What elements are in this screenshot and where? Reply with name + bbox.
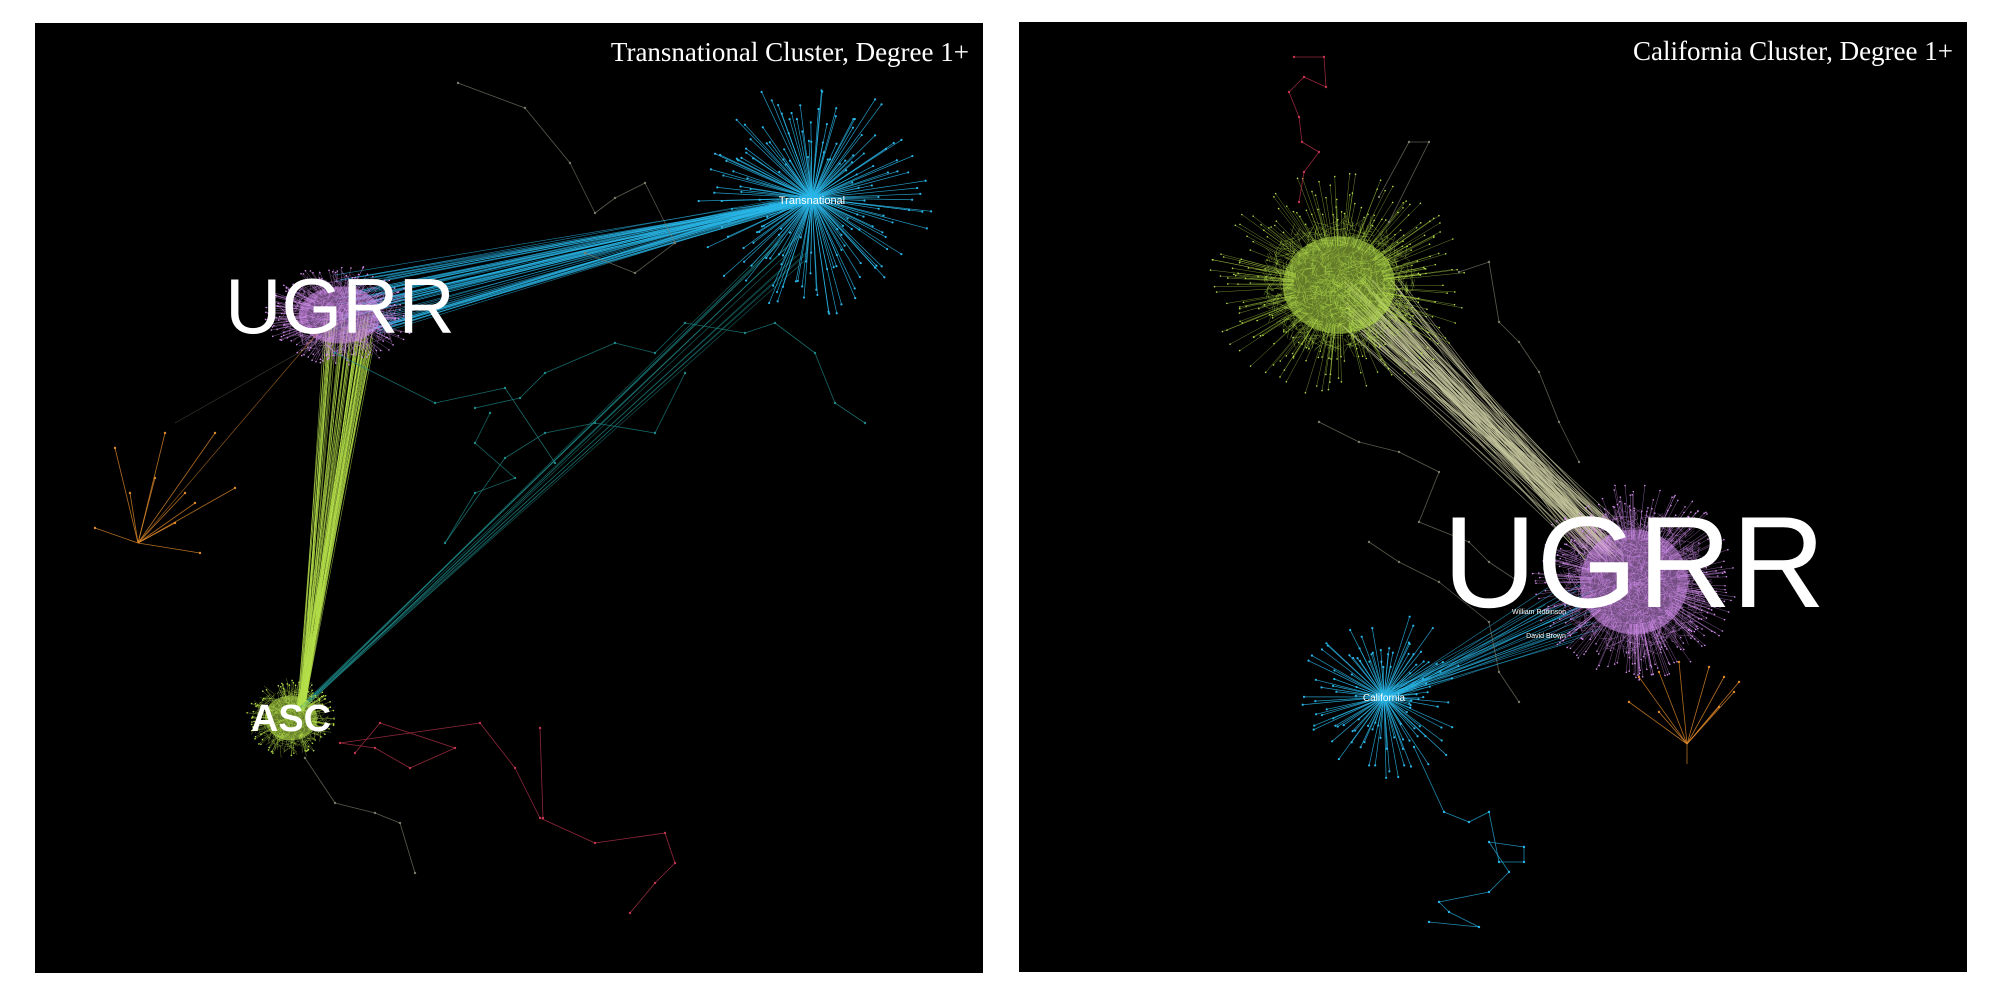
teal-path-network-2 (443, 371, 687, 545)
asc-transnational-edges (297, 233, 807, 711)
ugrr-hub-cluster (1531, 484, 1736, 681)
california-network-graph: UGRR California William Robinson David Brow… (1209, 55, 1826, 929)
ugrr-asc-edges (296, 310, 375, 712)
red-path-network (338, 721, 677, 915)
transnational-network-panel: UGRR Transnational ASC Transnational Clust… (35, 23, 983, 973)
ugrr-hub-cluster (264, 266, 411, 366)
red-path-network (1287, 55, 1328, 204)
asc-hub-label: ASC (251, 698, 331, 740)
california-network-panel: UGRR California William Robinson David Brow… (1019, 22, 1967, 972)
gray-mid-path-3 (1367, 540, 1521, 704)
orange-side-cluster (1627, 660, 1741, 764)
transnational-hub-cluster (697, 89, 933, 315)
asc-hub-cluster (246, 678, 336, 758)
ugrr-hub-label: UGRR (1443, 489, 1826, 635)
gray-mid-path-1 (1457, 260, 1581, 464)
blue-path-network (1412, 745, 1526, 929)
david-brown-label: David Brown (1526, 633, 1566, 640)
william-robinson-label: William Robinson (1512, 609, 1566, 616)
gray-mid-path-2 (1317, 420, 1521, 584)
gray-top-path (1377, 140, 1431, 224)
ugrr-transnational-edges (329, 193, 817, 334)
gray-lower-path (303, 756, 417, 875)
orange-side-cluster (93, 329, 331, 555)
transnational-panel-title: Transnational Cluster, Degree 1+ (610, 37, 969, 67)
california-hub-label: California (1363, 693, 1406, 704)
ugrr-hub-label: UGRR (225, 262, 455, 350)
transnational-hub-label: Transnational (779, 195, 845, 207)
teal-path-network-1 (473, 321, 867, 425)
california-panel-title: California Cluster, Degree 1+ (1632, 36, 1953, 66)
transnational-network-graph: UGRR Transnational ASC (93, 81, 933, 915)
california-hub-cluster (1301, 615, 1460, 779)
teal-path-network-3 (333, 351, 557, 465)
gray-path-network (456, 81, 677, 275)
red-vertical-path (538, 726, 545, 820)
green-hub-cluster (1209, 173, 1466, 394)
